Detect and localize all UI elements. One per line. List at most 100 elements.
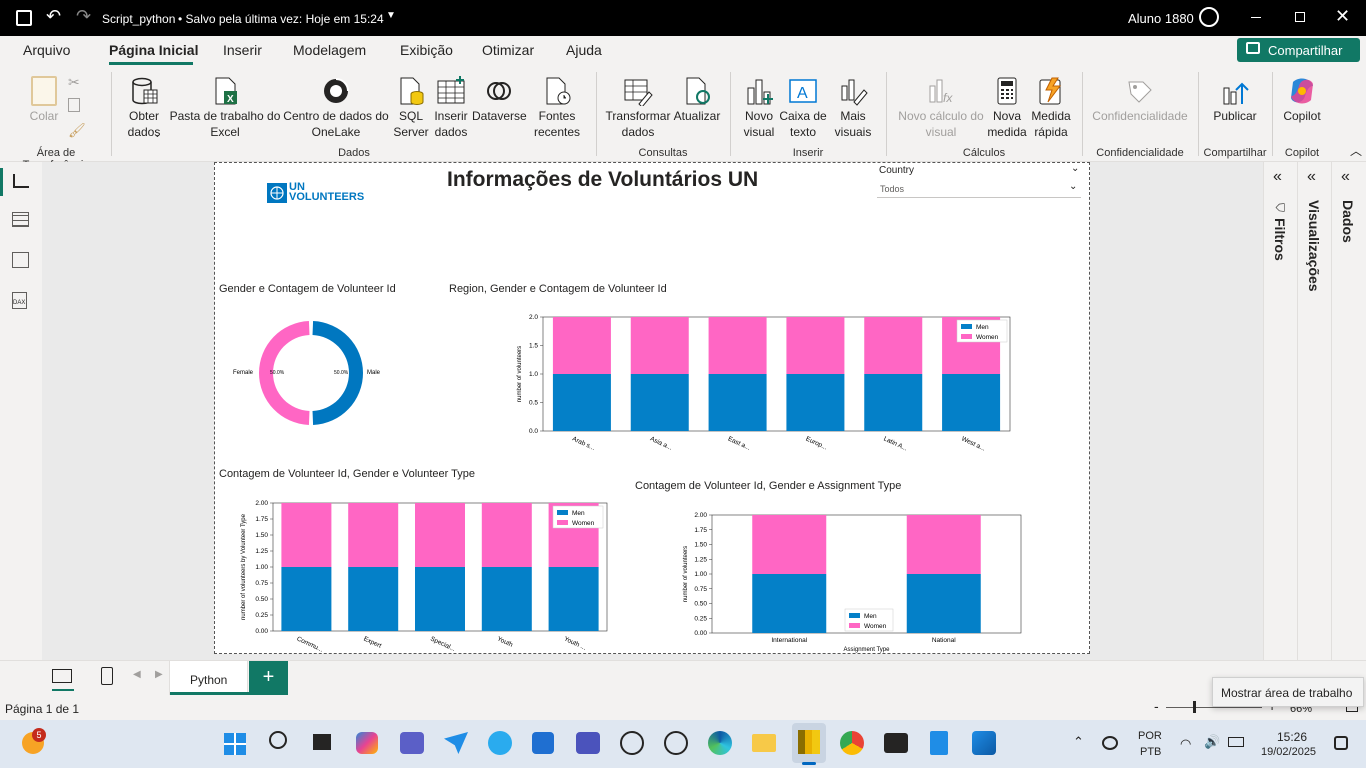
zoom-out-button[interactable]: - [1154,698,1159,714]
collapse-ribbon-icon[interactable]: ︿ [1350,144,1363,158]
country-slicer[interactable]: Country ⌄ Todos ⌄ [877,163,1083,199]
telegram-icon[interactable] [488,731,512,755]
minimize-icon[interactable] [1251,17,1261,18]
next-page-icon[interactable]: ▶ [155,669,163,680]
teams-work-icon[interactable] [576,732,600,754]
quick-measure-button[interactable]: Medida rápida [1028,76,1074,140]
expand-icon[interactable]: « [1273,168,1282,185]
new-measure-button[interactable]: Nova medida [986,76,1028,140]
text-box-button[interactable]: A Caixa de texto [778,76,828,140]
clock-time[interactable]: 15:26 [1277,730,1308,744]
chevron-down-icon[interactable]: ▼ [386,10,396,21]
undo-icon[interactable]: ↶ [46,6,62,26]
clock-date[interactable]: 19/02/2025 [1261,746,1317,758]
report-page[interactable]: UN VOLUNTEERS Informações de Voluntários… [214,162,1090,654]
paste-button[interactable]: Colar [26,76,62,124]
recent-sources-button[interactable]: Fontes recentes [526,76,588,140]
menu-ajuda[interactable]: Ajuda [566,42,602,58]
expand-icon[interactable]: « [1307,168,1316,185]
share-icon [1246,42,1260,54]
teams-icon[interactable] [400,732,424,754]
transform-data-button[interactable]: Transformar dados [604,76,672,140]
file-explorer-icon[interactable] [752,734,776,752]
maximize-icon[interactable] [1295,12,1305,22]
edge-icon[interactable] [708,731,732,755]
sensitivity-button[interactable]: Confidencialidade [1088,76,1192,124]
menu-inserir[interactable]: Inserir [223,42,262,58]
chevron-down-icon[interactable]: ⌄ [1071,163,1080,174]
tab-python[interactable]: Python [169,661,249,695]
group-data: Dados [338,147,370,159]
bird-app-icon[interactable] [444,732,468,754]
notifications-icon[interactable] [1334,736,1348,750]
new-visual-label: Novo visual [743,109,775,139]
data-pane-collapsed[interactable]: « Dados [1331,162,1366,660]
copilot-button[interactable]: Copilot [1278,76,1326,124]
assignment-type-bar-chart[interactable]: 0.00 0.25 0.50 0.75 1.00 1.25 1.50 1.75 2.00 Inte… [675,503,1035,653]
report-view-icon[interactable] [13,174,29,188]
cut-icon[interactable]: ✂ [68,74,80,90]
new-visual-calc-button[interactable]: fx Novo cálculo do visual [894,76,988,140]
new-visual-button[interactable]: Novo visual [736,76,782,140]
transform-label: Transformar dados [605,109,671,139]
zoom-slider[interactable] [1166,707,1262,708]
dataverse-button[interactable]: Dataverse [472,76,527,124]
whatsapp-icon[interactable] [664,731,688,755]
sql-server-button[interactable]: SQL Server [392,76,430,140]
windows-start-icon[interactable] [224,733,246,755]
table-view-icon[interactable] [12,212,29,227]
battery-icon[interactable] [1228,737,1244,747]
redo-icon[interactable]: ↷ [76,6,92,26]
zoom-slider-thumb[interactable] [1193,701,1196,713]
menu-exibicao[interactable]: Exibição [400,42,453,58]
dax-query-icon[interactable]: DAX [12,292,27,309]
photos-icon[interactable] [972,731,996,755]
chevron-up-icon[interactable]: ⌃ [1073,734,1084,749]
wifi-icon[interactable]: ◠ [1180,736,1192,751]
menu-pagina-inicial[interactable]: Página Inicial [109,42,199,58]
visualizations-pane-collapsed[interactable]: « Visualizações [1297,162,1331,660]
ribbon-separator [886,72,887,156]
user-name: Aluno 1880 [1128,11,1194,26]
language-code[interactable]: POR [1138,730,1162,742]
task-view-icon[interactable] [313,734,331,750]
volunteer-type-bar-chart[interactable]: 0.00 0.25 0.50 0.75 1.00 1.25 1.50 1.75 2.00 Comm… [235,493,635,653]
enter-data-button[interactable]: Inserir dados [432,76,470,140]
onelake-button[interactable]: Centro de dados do OneLake [280,76,392,140]
prev-page-icon[interactable]: ◀ [133,669,141,680]
share-button[interactable]: Compartilhar [1237,38,1360,62]
store-icon[interactable] [532,732,554,754]
copy-icon[interactable] [68,98,80,112]
notepad-icon[interactable] [930,731,948,755]
bar-women [864,317,923,374]
excel-button[interactable]: X Pasta de trabalho do Excel [168,76,282,140]
copilot-taskbar-icon[interactable] [356,732,378,754]
format-painter-icon[interactable]: 🖌 [68,122,86,138]
region-bar-chart[interactable]: 0.0 0.5 1.0 1.5 2.0 Arab s... Asia a... East a.… [511,311,1031,456]
more-visuals-button[interactable]: Mais visuais [828,76,878,140]
mobile-layout-icon[interactable] [101,667,113,685]
chrome-icon[interactable] [840,731,864,755]
add-page-button[interactable]: + [249,661,288,695]
gender-donut-chart[interactable]: Female 50.0% 50.0% Male [219,311,409,441]
get-data-button[interactable]: Obter dados ⌄ [116,76,172,140]
dell-icon[interactable] [620,731,644,755]
menu-arquivo[interactable]: Arquivo [23,42,71,58]
filters-pane-collapsed[interactable]: « ⛉ Filtros [1263,162,1297,660]
keyboard-layout[interactable]: PTB [1140,746,1162,758]
publish-button[interactable]: Publicar [1206,76,1264,124]
save-icon[interactable] [16,10,32,26]
refresh-button[interactable]: Atualizar [672,76,722,124]
terminal-icon[interactable] [884,733,908,753]
close-icon[interactable]: ✕ [1335,6,1351,26]
menu-modelagem[interactable]: Modelagem [293,42,367,58]
avatar[interactable] [1199,7,1219,27]
model-view-icon[interactable] [12,252,29,268]
desktop-layout-icon[interactable] [52,669,72,683]
expand-icon[interactable]: « [1341,168,1350,185]
search-icon[interactable] [269,731,287,749]
menu-otimizar[interactable]: Otimizar [482,42,535,58]
security-icon[interactable] [1102,736,1118,750]
volume-icon[interactable]: 🔊 [1204,734,1221,749]
slicer-dropdown[interactable]: Todos ⌄ [877,181,1081,198]
